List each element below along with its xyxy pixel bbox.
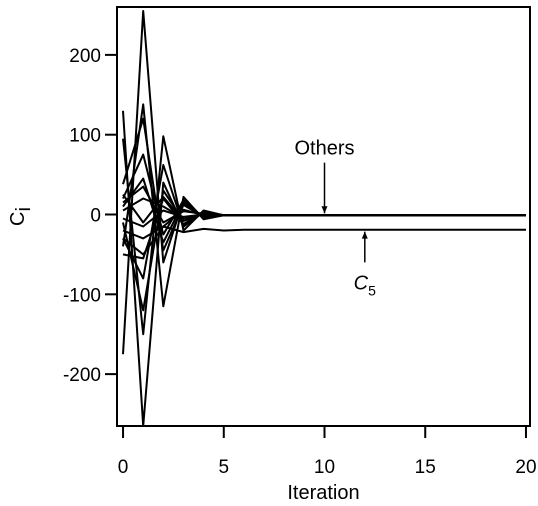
- x-tick-label: 10: [314, 457, 335, 478]
- y-tick-label: 100: [69, 126, 101, 147]
- x-tick-label: 0: [118, 457, 129, 478]
- x-tick-label: 15: [415, 457, 436, 478]
- x-axis-label: Iteration: [287, 482, 359, 504]
- y-axis-label: Ci: [7, 207, 35, 226]
- axis-ticks: [105, 53, 527, 438]
- annotation-arrowhead-2: [361, 231, 368, 239]
- series-line-16: [122, 194, 526, 224]
- annotation-label-2: C5: [354, 272, 376, 298]
- y-tick-label: -100: [63, 285, 101, 306]
- tick-labels: 0 5 10 15 20 -200 -100 0 100 200: [63, 46, 537, 478]
- annotation-arrowhead-1: [321, 206, 328, 214]
- y-tick-label: 0: [90, 206, 101, 227]
- x-tick-label: 20: [515, 457, 536, 478]
- y-tick-label: 200: [69, 46, 101, 67]
- series-line-15: [122, 225, 526, 256]
- series-lines: [122, 10, 526, 427]
- plot-frame: [116, 6, 531, 427]
- x-tick-label: 5: [218, 457, 229, 478]
- annotation-label-1: Others: [294, 138, 354, 160]
- y-tick-label: -200: [63, 365, 101, 386]
- annotations: Others C5: [294, 138, 376, 299]
